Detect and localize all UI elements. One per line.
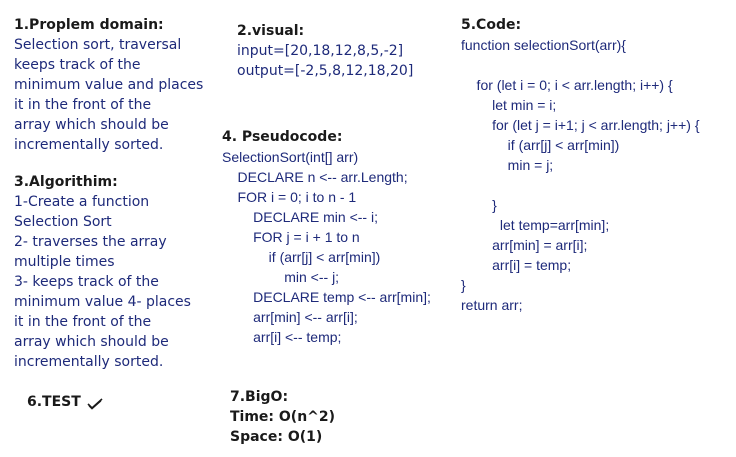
visual-output: output=[-2,5,8,12,18,20] xyxy=(237,63,414,79)
code-section: 5.Code: function selectionSort(arr){ for… xyxy=(461,15,700,315)
algorithm-line: it in the front of the xyxy=(14,314,152,330)
bigo-space: Space: O(1) xyxy=(230,429,323,445)
pseudocode-line: FOR j = i + 1 to n xyxy=(222,229,360,245)
code-line: arr[min] = arr[i]; xyxy=(461,237,588,253)
problem-domain-section: 1.Proplem domain: Selection sort, traver… xyxy=(14,15,203,155)
pseudocode-line: arr[min] <-- arr[i]; xyxy=(222,309,358,325)
problem-domain-line: minimum value and places xyxy=(14,77,204,93)
checkmark-icon xyxy=(87,396,103,410)
pseudocode-line: DECLARE n <-- arr.Length; xyxy=(222,169,408,185)
visual-section: 2.visual: input=[20,18,12,8,5,-2] output… xyxy=(237,21,413,81)
code-line: let temp=arr[min]; xyxy=(461,217,610,233)
problem-domain-line: keeps track of the xyxy=(14,57,141,73)
algorithm-line: multiple times xyxy=(14,254,115,270)
test-title: 6.TEST xyxy=(27,394,81,410)
code-line: let min = i; xyxy=(461,97,557,113)
code-line xyxy=(461,175,700,195)
pseudocode-line: arr[i] <-- temp; xyxy=(222,329,342,345)
bigo-title: 7.BigO: xyxy=(230,389,289,405)
algorithm-line: minimum value 4- places xyxy=(14,294,191,310)
algorithm-line: 2- traverses the array xyxy=(14,234,167,250)
pseudocode-line: SelectionSort(int[] arr) xyxy=(222,149,359,165)
algorithm-line: 3- keeps track of the xyxy=(14,274,159,290)
pseudocode-line: if (arr[j] < arr[min]) xyxy=(222,249,381,265)
code-line: } xyxy=(461,197,497,213)
problem-domain-title: 1.Proplem domain: xyxy=(14,17,164,33)
problem-domain-line: incrementally sorted. xyxy=(14,137,164,153)
code-line: for (let j = i+1; j < arr.length; j++) { xyxy=(461,117,700,133)
problem-domain-line: Selection sort, traversal xyxy=(14,37,182,53)
visual-title: 2.visual: xyxy=(237,23,305,39)
problem-domain-text: Selection sort, traversal keeps track of … xyxy=(14,35,203,155)
visual-input: input=[20,18,12,8,5,-2] xyxy=(237,43,404,59)
pseudocode-line: DECLARE temp <-- arr[min]; xyxy=(222,289,431,305)
code-line: min = j; xyxy=(461,157,554,173)
algorithm-line: Selection Sort xyxy=(14,214,112,230)
algorithm-line: incrementally sorted. xyxy=(14,354,164,370)
problem-domain-line: array which should be xyxy=(14,117,169,133)
pseudocode-line: min <-- j; xyxy=(222,269,340,285)
algorithm-line: array which should be xyxy=(14,334,169,350)
pseudocode-line: FOR i = 0; i to n - 1 xyxy=(222,189,357,205)
code-line: for (let i = 0; i < arr.length; i++) { xyxy=(461,77,673,93)
pseudocode-line: DECLARE min <-- i; xyxy=(222,209,378,225)
algorithm-section: 3.Algorithim: 1-Create a function Selecti… xyxy=(14,172,191,372)
test-section: 6.TEST xyxy=(27,392,103,412)
code-line xyxy=(461,55,700,75)
code-line: function selectionSort(arr){ xyxy=(461,37,626,53)
pseudocode-lines: SelectionSort(int[] arr) DECLARE n <-- a… xyxy=(222,147,431,347)
algorithm-title: 3.Algorithim: xyxy=(14,174,118,190)
pseudocode-title: 4. Pseudocode: xyxy=(222,129,343,145)
algorithm-text: 1-Create a function Selection Sort 2- trav… xyxy=(14,192,191,372)
problem-domain-line: it in the front of the xyxy=(14,97,152,113)
code-line: if (arr[j] < arr[min]) xyxy=(461,137,620,153)
bigo-section: 7.BigO: Time: O(n^2) Space: O(1) xyxy=(230,387,335,447)
code-lines: function selectionSort(arr){ for (let i … xyxy=(461,35,700,315)
pseudocode-section: 4. Pseudocode: SelectionSort(int[] arr) … xyxy=(222,127,431,347)
code-line: return arr; xyxy=(461,297,523,313)
bigo-time: Time: O(n^2) xyxy=(230,409,336,425)
algorithm-line: 1-Create a function xyxy=(14,194,150,210)
code-line: } xyxy=(461,277,466,293)
code-line: arr[i] = temp; xyxy=(461,257,572,273)
code-title: 5.Code: xyxy=(461,17,522,33)
